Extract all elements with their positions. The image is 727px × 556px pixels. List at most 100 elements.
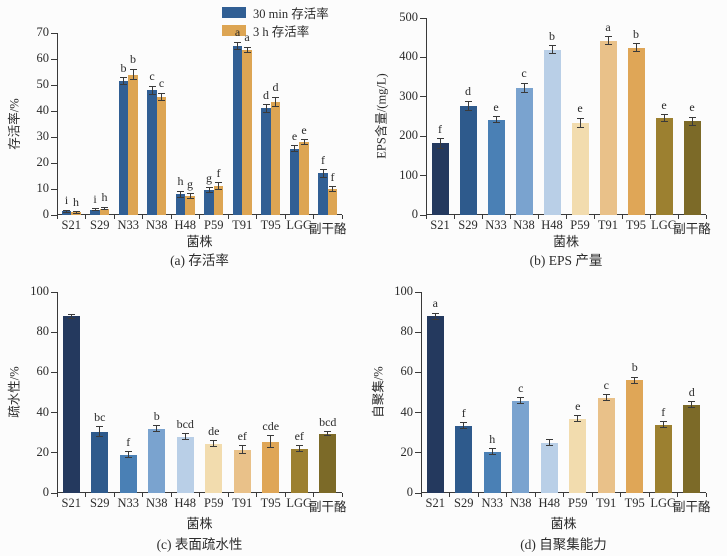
x-tick-label: 副干酪	[673, 222, 711, 236]
bar	[540, 442, 558, 493]
x-tick	[506, 493, 507, 497]
y-tick-label: 80	[400, 324, 414, 339]
error-bar-cap	[631, 376, 639, 378]
y-tick-label: 80	[36, 324, 50, 339]
error-bar-cap	[688, 401, 696, 403]
x-tick	[705, 493, 707, 497]
error-bar-line	[161, 93, 162, 101]
error-bar-cap	[262, 104, 270, 105]
y-tick	[51, 84, 57, 86]
y-tick	[415, 492, 421, 494]
x-tick-label: N38	[513, 218, 535, 232]
x-tick	[534, 493, 536, 497]
error-bar-cap	[101, 209, 108, 211]
x-tick	[649, 215, 651, 219]
bar	[204, 190, 214, 215]
bar	[654, 424, 672, 493]
error-bar-cap	[148, 85, 156, 87]
error-bar-cap	[517, 397, 525, 399]
x-tick-label: P59	[568, 496, 588, 510]
x-tick-label: S21	[430, 218, 450, 232]
bar	[543, 49, 561, 215]
sig-letter: bc	[94, 409, 106, 424]
sig-letter: g	[206, 170, 212, 185]
plot-area-c	[57, 292, 342, 493]
y-tick	[51, 162, 57, 164]
error-bar-cap	[210, 440, 218, 442]
y-tick-label: 60	[400, 364, 414, 379]
error-bar-cap	[574, 421, 582, 423]
error-bar-cap	[295, 445, 303, 447]
bar	[232, 46, 243, 215]
error-bar-line	[691, 401, 693, 408]
bar	[242, 49, 252, 215]
y-tick-label: 20	[400, 444, 414, 459]
error-bar-cap	[238, 445, 246, 447]
bar	[176, 436, 194, 493]
x-tick-label: T91	[232, 218, 253, 232]
x-tick	[170, 493, 172, 497]
bar	[91, 431, 109, 493]
x-tick-label: S29	[458, 218, 478, 232]
error-bar-cap	[300, 144, 308, 146]
error-bar-cap	[234, 41, 241, 43]
error-bar-cap	[520, 82, 528, 84]
y-tick	[420, 214, 426, 216]
x-tick	[481, 215, 483, 219]
sig-letter: f	[126, 434, 131, 449]
x-tick	[85, 493, 86, 497]
y-tick-label: 20	[36, 155, 50, 169]
error-bar-line	[467, 101, 469, 111]
error-bar-line	[663, 114, 665, 122]
error-bar-cap	[659, 427, 667, 429]
y-tick-label: 100	[30, 284, 49, 298]
y-tick	[51, 412, 57, 414]
error-bar-line	[218, 182, 219, 189]
sig-letter: e	[301, 122, 307, 137]
y-tick	[51, 32, 57, 34]
x-tick	[256, 215, 257, 219]
bar	[233, 449, 251, 493]
x-tick-label: T91	[232, 496, 253, 510]
x-tick	[705, 215, 707, 219]
y-tick	[420, 56, 426, 58]
error-bar-cap	[96, 426, 104, 428]
y-tick-label: 40	[36, 103, 50, 117]
sig-letter: h	[177, 174, 184, 189]
sig-letter: a	[605, 19, 611, 34]
x-tick	[453, 215, 455, 219]
error-bar-line	[70, 314, 72, 319]
error-bar-cap	[688, 407, 696, 409]
bar	[683, 121, 701, 215]
sig-letter: f	[216, 165, 221, 180]
bar	[319, 433, 337, 493]
y-tick-label: 60	[36, 364, 50, 379]
y-tick	[415, 412, 421, 414]
sig-letter: a	[244, 30, 250, 45]
error-bar-line	[75, 211, 77, 214]
sig-letter: d	[465, 84, 471, 99]
x-tick	[420, 493, 422, 497]
error-bar-cap	[660, 120, 668, 122]
bar	[459, 105, 477, 215]
x-axis-title-b: 菌株	[552, 234, 579, 249]
sig-letter: c	[158, 76, 165, 91]
bar	[71, 212, 81, 215]
panel-caption-c: (c) 表面疏水性	[156, 537, 243, 552]
y-tick	[420, 17, 426, 19]
error-bar-line	[579, 118, 581, 128]
sig-letter: c	[603, 377, 609, 392]
sig-letter: f	[321, 152, 325, 167]
legend-swatch-3h	[222, 25, 246, 36]
error-bar-line	[213, 440, 215, 447]
y-tick	[51, 492, 57, 494]
y-tick-label: 50	[36, 77, 50, 91]
error-bar-cap	[548, 52, 556, 54]
bar	[119, 454, 137, 493]
x-axis-title-d: 菌株	[550, 516, 577, 531]
bar	[512, 400, 530, 493]
panel-eps-production: EPS含量/(mg/L) 菌株 (b) EPS 产量 0 100 200 300 400…	[364, 0, 727, 278]
panel-survival-rate: 存活率/% 菌株 (a) 存活率 30 min 存活率 3 h 存活率 0 10 2…	[0, 0, 363, 278]
error-bar-cap	[267, 447, 275, 449]
